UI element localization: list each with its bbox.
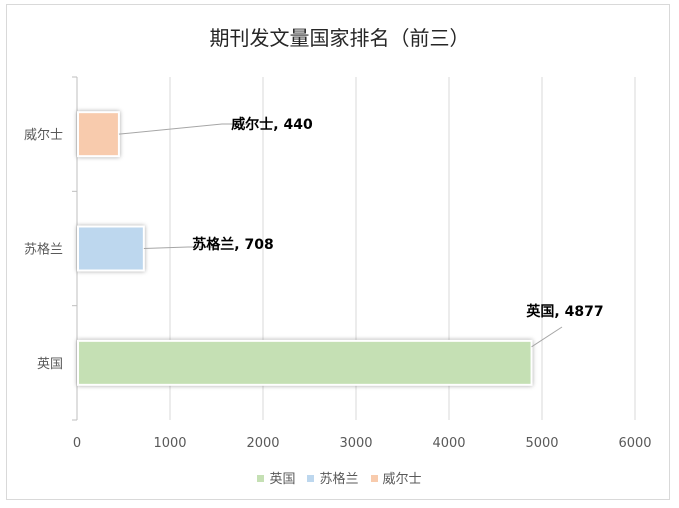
x-tick-label: 4000 — [432, 436, 465, 451]
bar-2 — [77, 111, 120, 158]
x-tick-label: 1000 — [153, 436, 186, 451]
x-tick-label: 0 — [73, 436, 81, 451]
legend-label: 苏格兰 — [319, 472, 359, 487]
data-label: 威尔士, 440 — [231, 116, 313, 133]
data-label-leader — [531, 326, 563, 348]
category-label: 英国 — [37, 357, 63, 372]
category-label: 苏格兰 — [24, 242, 63, 258]
data-label-leader — [143, 246, 218, 249]
legend-label: 威尔士 — [382, 472, 422, 487]
data-label-leader — [118, 123, 252, 135]
x-tick-label: 6000 — [618, 436, 651, 451]
bar-1 — [77, 225, 145, 272]
legend-item: 苏格兰 — [307, 468, 359, 487]
chart-title: 期刊发文量国家排名（前三） — [209, 26, 470, 50]
bar-0 — [77, 339, 533, 386]
data-label: 英国, 4877 — [525, 303, 603, 320]
chart-legend: 英国 苏格兰 威尔士 — [0, 468, 679, 487]
legend-label: 英国 — [269, 472, 296, 487]
legend-swatch — [370, 475, 378, 482]
legend-swatch — [307, 475, 315, 482]
x-tick-label: 3000 — [339, 436, 372, 451]
data-label: 苏格兰, 708 — [192, 236, 273, 253]
legend-item: 威尔士 — [370, 468, 422, 487]
category-label: 威尔士 — [24, 128, 63, 143]
legend-swatch — [257, 475, 265, 482]
legend-item: 英国 — [257, 468, 295, 487]
x-tick-label: 2000 — [246, 436, 279, 451]
x-tick-label: 5000 — [525, 436, 558, 451]
